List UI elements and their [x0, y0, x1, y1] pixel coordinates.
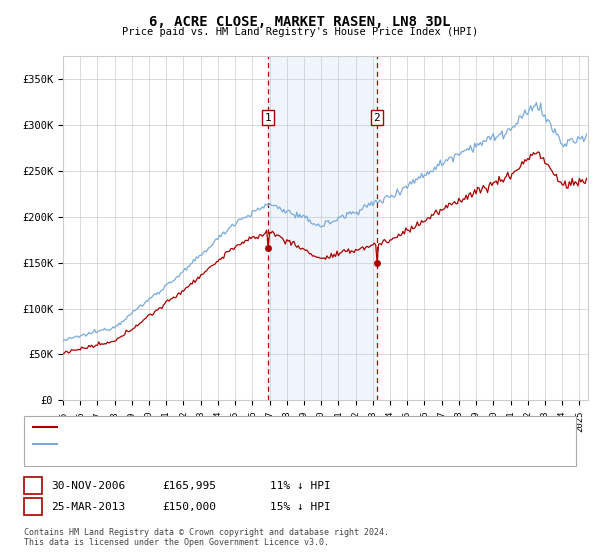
Bar	[268, 56, 377, 400]
Text: 11% ↓ HPI: 11% ↓ HPI	[270, 480, 331, 491]
Text: 2: 2	[373, 113, 380, 123]
Text: £165,995: £165,995	[162, 480, 216, 491]
Text: Price paid vs. HM Land Registry's House Price Index (HPI): Price paid vs. HM Land Registry's House …	[122, 27, 478, 37]
Text: Contains HM Land Registry data © Crown copyright and database right 2024.
This d: Contains HM Land Registry data © Crown c…	[24, 528, 389, 547]
Text: 2: 2	[29, 502, 37, 512]
Text: 30-NOV-2006: 30-NOV-2006	[51, 480, 125, 491]
Text: 6, ACRE CLOSE, MARKET RASEN, LN8 3DL (detached house): 6, ACRE CLOSE, MARKET RASEN, LN8 3DL (de…	[60, 422, 391, 432]
Text: 1: 1	[265, 113, 272, 123]
Text: 6, ACRE CLOSE, MARKET RASEN, LN8 3DL: 6, ACRE CLOSE, MARKET RASEN, LN8 3DL	[149, 15, 451, 29]
Text: £150,000: £150,000	[162, 502, 216, 512]
Text: HPI: Average price, detached house, West Lindsey: HPI: Average price, detached house, West…	[60, 439, 360, 449]
Text: 15% ↓ HPI: 15% ↓ HPI	[270, 502, 331, 512]
Text: 25-MAR-2013: 25-MAR-2013	[51, 502, 125, 512]
Text: 1: 1	[29, 480, 37, 491]
